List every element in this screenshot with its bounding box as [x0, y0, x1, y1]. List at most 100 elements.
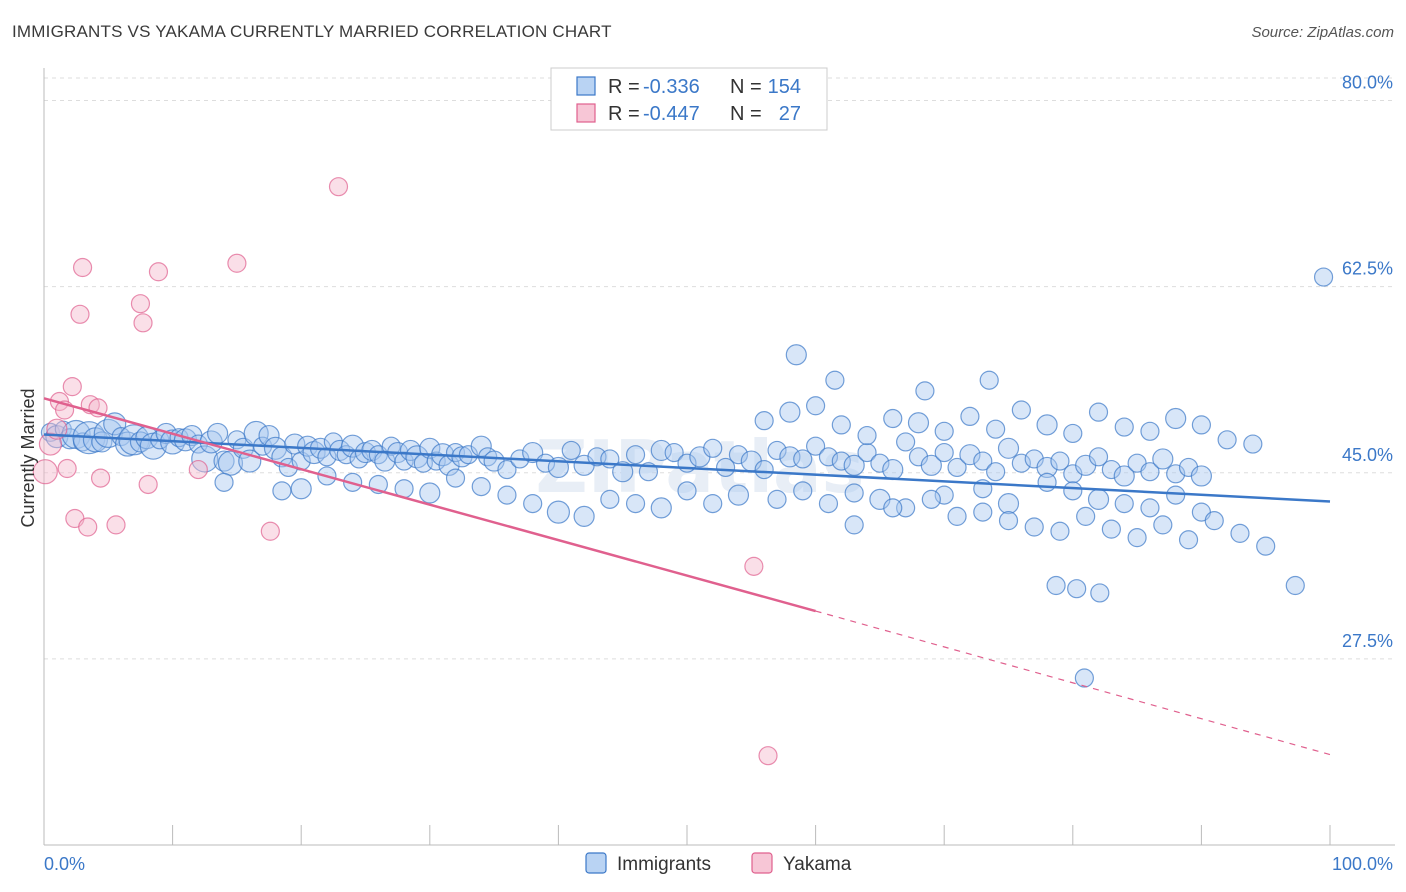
immigrants-point — [908, 447, 929, 467]
yakama-point — [133, 313, 153, 333]
yakama-point — [72, 257, 93, 278]
immigrants-point — [907, 412, 930, 434]
immigrants-point — [497, 485, 517, 505]
yakama-point — [78, 517, 98, 537]
immigrants-point — [650, 439, 672, 462]
immigrants-point — [1036, 414, 1058, 436]
y-tick-label: 80.0% — [1342, 73, 1393, 93]
immigrants-point — [650, 497, 672, 519]
immigrants-point — [1152, 448, 1174, 470]
immigrants-point — [1140, 498, 1160, 518]
tick-labels: 80.0% 62.5% 45.0% 27.5% 0.0% 100.0% — [44, 73, 1393, 874]
immigrants-point — [870, 453, 890, 473]
immigrants-point — [523, 494, 543, 514]
y-tick-label: 27.5% — [1342, 631, 1393, 651]
immigrants-point — [561, 440, 581, 461]
immigrants-point — [1011, 400, 1031, 420]
immigrants-point — [1190, 465, 1213, 487]
immigrants-point — [767, 440, 787, 461]
legend-r-value: -0.336 — [643, 76, 700, 98]
immigrants-point — [973, 451, 993, 471]
axes — [43, 68, 1395, 846]
immigrants-point — [703, 438, 723, 458]
immigrants-point — [844, 483, 864, 503]
immigrants-point — [1285, 575, 1305, 596]
immigrants-point — [973, 502, 993, 522]
yakama-point — [744, 556, 764, 576]
immigrants-point — [1036, 456, 1058, 479]
immigrants-point — [1063, 481, 1083, 501]
immigrants-point — [1050, 451, 1070, 471]
y-tick-label: 62.5% — [1342, 259, 1393, 279]
immigrants-point — [458, 445, 478, 465]
bottom-legend-swatch — [585, 852, 607, 874]
immigrants-point — [883, 408, 903, 429]
immigrants-point — [1050, 521, 1070, 541]
legend-r-value: -0.447 — [643, 103, 700, 125]
legend-n-label: N = — [730, 103, 762, 125]
immigrants-point — [1011, 453, 1031, 473]
immigrants-point — [1243, 434, 1263, 454]
gridlines — [44, 77, 1395, 660]
immigrants-point — [997, 437, 1020, 459]
immigrants-point — [381, 436, 401, 456]
immigrants-point — [497, 459, 517, 480]
yakama-trend-extension — [815, 610, 1331, 756]
immigrants-point — [959, 444, 981, 466]
yakama-trend-line — [43, 397, 816, 613]
immigrants-point — [1101, 519, 1121, 539]
immigrants-point — [934, 421, 954, 441]
chart-source: Source: ZipAtlas.com — [1251, 24, 1394, 41]
immigrants-point — [1140, 421, 1160, 441]
immigrants-point — [998, 511, 1019, 531]
immigrants-point — [844, 515, 864, 535]
immigrants-point — [1204, 511, 1224, 531]
immigrants-point — [272, 481, 292, 501]
immigrants-point — [522, 441, 544, 464]
yakama-point — [130, 294, 151, 314]
immigrants-point — [793, 449, 813, 469]
trend-lines — [43, 397, 1331, 756]
yakama-point — [148, 262, 169, 282]
immigrants-point — [920, 454, 942, 476]
immigrants-point — [1153, 515, 1173, 535]
immigrants-point — [1256, 536, 1276, 556]
immigrants-point — [1063, 464, 1083, 484]
immigrants-point — [1087, 488, 1110, 510]
immigrants-point — [805, 436, 826, 456]
immigrants-point — [1166, 485, 1186, 505]
immigrants-point — [1127, 528, 1147, 548]
immigrants-point — [818, 494, 839, 514]
immigrants-point — [727, 484, 750, 506]
immigrants-point — [805, 396, 826, 416]
immigrants-point — [214, 472, 234, 492]
immigrants-point — [1178, 457, 1199, 478]
immigrants-point — [1313, 267, 1334, 287]
immigrants-point — [612, 461, 634, 483]
immigrants-point — [754, 411, 774, 431]
x-tick-label: 100.0% — [1332, 854, 1393, 874]
immigrants-point — [1114, 417, 1134, 437]
immigrants-point — [1191, 415, 1212, 435]
immigrants-point — [1088, 402, 1109, 422]
immigrants-point — [915, 381, 935, 401]
immigrants-point — [1113, 465, 1135, 487]
immigrants-point — [997, 493, 1020, 515]
yakama-point — [227, 253, 247, 273]
yakama-point — [57, 458, 77, 479]
bottom-legend-label: Yakama — [783, 854, 852, 875]
immigrants-point — [546, 500, 571, 524]
immigrants-point — [1046, 575, 1066, 596]
immigrants-point — [921, 489, 941, 509]
immigrants-point — [1090, 583, 1110, 603]
legend-n-value: 27 — [779, 103, 801, 125]
immigrants-point — [882, 458, 904, 481]
yakama-point — [90, 468, 111, 488]
legend-swatch — [576, 76, 596, 96]
immigrants-point — [664, 442, 684, 463]
immigrants-point — [1114, 494, 1134, 514]
legend-n-label: N = — [730, 76, 762, 98]
immigrants-point — [767, 489, 787, 509]
immigrants-point — [1067, 579, 1087, 599]
immigrants-point — [986, 462, 1006, 482]
